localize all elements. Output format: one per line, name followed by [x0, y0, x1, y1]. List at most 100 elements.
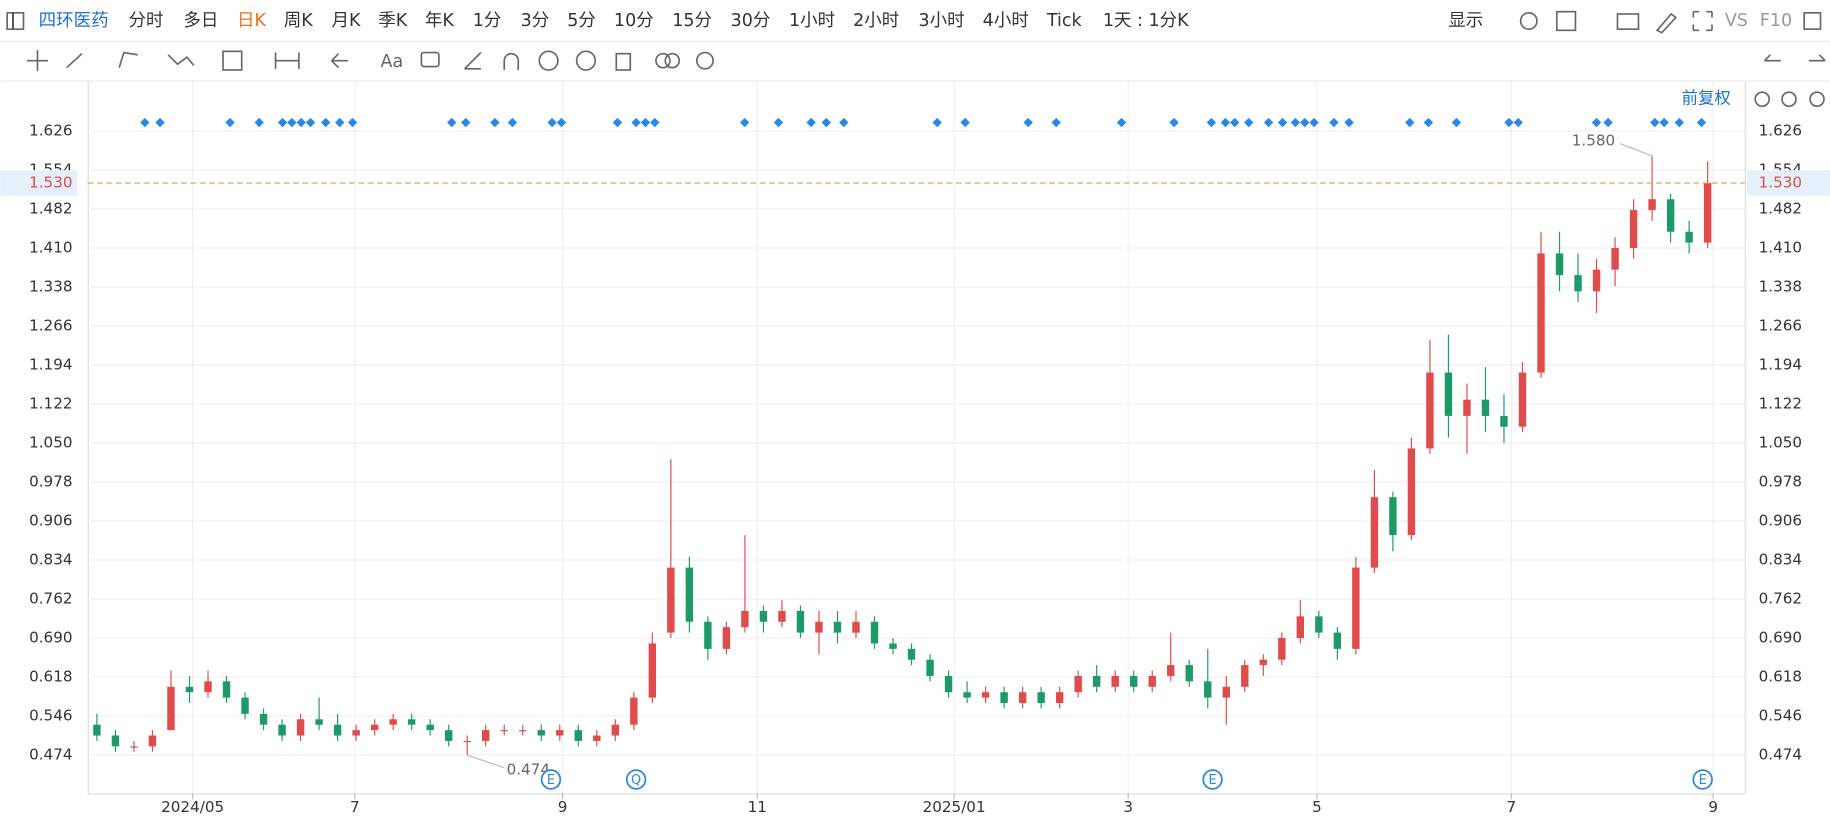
arrow-tool[interactable]: [330, 53, 348, 69]
event-diamond[interactable]: [1504, 117, 1514, 128]
event-diamond[interactable]: [1220, 117, 1231, 128]
draw-icon[interactable]: [1655, 12, 1678, 34]
period-tab[interactable]: 月K: [332, 11, 361, 31]
adjust-mode[interactable]: 前复权: [1682, 89, 1731, 108]
line-tool[interactable]: [66, 53, 83, 69]
compare-tool[interactable]: [664, 52, 681, 69]
angle-tool[interactable]: [463, 51, 482, 70]
period-setting[interactable]: 1天 : 1分K: [1103, 11, 1189, 31]
event-diamond[interactable]: [347, 117, 358, 128]
event-diamond[interactable]: [1650, 117, 1660, 128]
event-marker-label[interactable]: E: [547, 773, 555, 788]
event-diamond[interactable]: [1277, 117, 1288, 128]
period-tab[interactable]: 1分: [473, 11, 502, 31]
display-menu[interactable]: 显示: [1448, 11, 1483, 31]
panel-toggle[interactable]: [1803, 12, 1822, 30]
note-tool[interactable]: [420, 51, 440, 68]
period-tab[interactable]: 3小时: [919, 11, 965, 31]
event-diamond[interactable]: [1513, 117, 1523, 128]
event-diamond[interactable]: [1603, 117, 1613, 128]
period-tab[interactable]: 周K: [284, 11, 313, 31]
event-diamond[interactable]: [1659, 117, 1669, 128]
event-diamond[interactable]: [447, 117, 457, 128]
symbol-name[interactable]: 四环医药: [39, 11, 109, 31]
event-diamond[interactable]: [507, 117, 518, 128]
vs-button[interactable]: VS: [1725, 11, 1748, 31]
event-diamond[interactable]: [287, 117, 297, 128]
tool-settings[interactable]: [695, 51, 714, 70]
move-tool[interactable]: [26, 50, 48, 72]
event-diamond[interactable]: [1674, 117, 1684, 128]
polyline-tool[interactable]: [118, 51, 138, 68]
event-diamond[interactable]: [640, 117, 651, 128]
event-diamond[interactable]: [1244, 117, 1254, 128]
event-diamond[interactable]: [739, 117, 750, 128]
undo-redo[interactable]: [1763, 54, 1826, 62]
period-tab[interactable]: 1小时: [789, 11, 835, 31]
event-marker-label[interactable]: E: [1699, 773, 1707, 788]
event-marker-label[interactable]: E: [1209, 773, 1217, 788]
event-diamond[interactable]: [335, 117, 345, 128]
event-diamond[interactable]: [1116, 117, 1127, 128]
layout-icon[interactable]: [1555, 10, 1577, 32]
event-marker[interactable]: [1202, 769, 1223, 790]
event-diamond[interactable]: [1290, 117, 1301, 128]
fib-tool[interactable]: [222, 50, 243, 71]
event-diamond[interactable]: [1405, 117, 1415, 128]
event-diamond[interactable]: [612, 117, 623, 128]
compare-tool[interactable]: [655, 52, 671, 69]
event-diamond[interactable]: [960, 117, 970, 128]
period-tab[interactable]: Tick: [1046, 11, 1083, 31]
period-tab[interactable]: 5分: [567, 11, 596, 31]
period-tab[interactable]: 分时: [129, 11, 164, 31]
event-diamond[interactable]: [839, 117, 849, 128]
event-diamond[interactable]: [1023, 117, 1033, 128]
settings-icon[interactable]: [1519, 12, 1538, 30]
event-diamond[interactable]: [461, 117, 471, 128]
period-tab[interactable]: 30分: [731, 11, 771, 31]
event-diamond[interactable]: [1230, 117, 1240, 128]
event-marker[interactable]: [540, 769, 562, 790]
period-tab[interactable]: 15分: [672, 11, 712, 31]
event-diamond[interactable]: [1423, 117, 1434, 128]
event-diamond[interactable]: [1696, 117, 1707, 128]
sidebar-toggle[interactable]: [6, 12, 25, 30]
measure-tool[interactable]: [274, 52, 300, 69]
event-marker-label[interactable]: Q: [631, 773, 641, 788]
delete-tool[interactable]: [615, 52, 632, 71]
zoom-out[interactable]: [1781, 91, 1797, 108]
event-diamond[interactable]: [305, 117, 316, 128]
event-diamond[interactable]: [806, 117, 816, 128]
zoom-in[interactable]: [1809, 91, 1825, 108]
event-diamond[interactable]: [1300, 117, 1310, 128]
hide-tool[interactable]: [575, 50, 597, 71]
period-tab[interactable]: 季K: [378, 11, 407, 31]
event-diamond[interactable]: [650, 117, 660, 128]
period-tab[interactable]: 日K: [237, 11, 266, 31]
event-diamond[interactable]: [773, 117, 784, 128]
reset-zoom[interactable]: [1754, 91, 1770, 108]
period-tab[interactable]: 多日: [183, 11, 218, 31]
event-diamond[interactable]: [1309, 117, 1319, 128]
event-marker[interactable]: [625, 769, 647, 790]
event-diamond[interactable]: [631, 117, 641, 128]
period-tab[interactable]: 2小时: [853, 11, 899, 31]
magnet-tool[interactable]: [503, 52, 520, 71]
camera-icon[interactable]: [1616, 13, 1640, 30]
fullscreen-icon[interactable]: [1692, 10, 1713, 32]
text-tool[interactable]: Aa: [381, 52, 404, 72]
event-diamond[interactable]: [1591, 117, 1602, 128]
event-diamond[interactable]: [932, 117, 942, 128]
f10-button[interactable]: F10: [1760, 11, 1792, 31]
period-tab[interactable]: 3分: [521, 11, 550, 31]
event-diamond[interactable]: [556, 117, 567, 128]
period-tab[interactable]: 年K: [425, 11, 454, 31]
event-marker[interactable]: [1692, 769, 1713, 790]
event-diamond[interactable]: [821, 117, 831, 128]
event-diamond[interactable]: [1344, 117, 1354, 128]
period-tab[interactable]: 4小时: [983, 11, 1029, 31]
lock-tool[interactable]: [538, 50, 559, 71]
wave-tool[interactable]: [167, 54, 195, 66]
event-diamond[interactable]: [490, 117, 500, 128]
event-diamond[interactable]: [1329, 117, 1339, 128]
